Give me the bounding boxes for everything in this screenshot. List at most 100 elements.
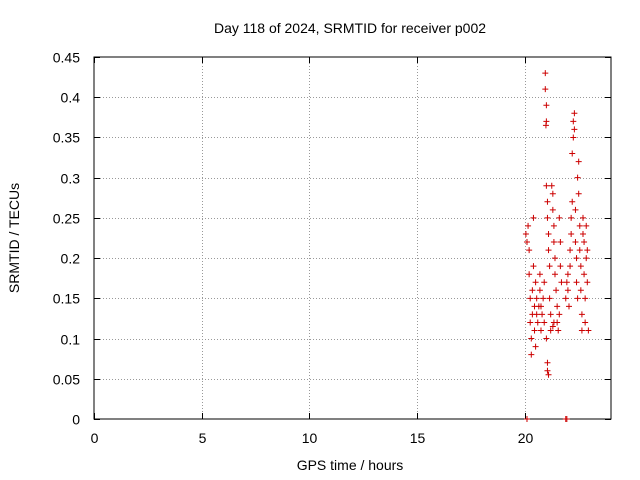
data-point — [570, 118, 577, 125]
data-point — [536, 287, 543, 294]
y-tick-label: 0.4 — [61, 90, 81, 106]
data-point — [537, 327, 544, 334]
data-point — [542, 86, 549, 93]
data-point — [564, 287, 571, 294]
data-point — [575, 158, 582, 165]
data-point — [545, 371, 552, 378]
data-point — [530, 263, 537, 270]
x-tick-label: 15 — [410, 430, 426, 446]
data-point — [525, 222, 532, 229]
grid-lines — [94, 57, 611, 419]
data-point — [562, 295, 569, 302]
data-point — [549, 190, 556, 197]
data-point — [582, 319, 589, 326]
data-point — [550, 319, 557, 326]
data-point — [549, 323, 556, 330]
data-point — [542, 70, 549, 77]
data-point — [526, 271, 533, 278]
data-point — [579, 214, 586, 221]
data-point — [523, 239, 530, 246]
data-point — [545, 230, 552, 237]
data-point — [558, 279, 565, 286]
data-point — [570, 134, 577, 141]
plot-frame — [93, 56, 612, 420]
data-point — [564, 271, 571, 278]
data-point — [530, 214, 537, 221]
data-point — [544, 198, 551, 205]
data-point — [567, 247, 574, 254]
data-point — [528, 335, 535, 342]
data-point — [584, 279, 591, 286]
data-point — [533, 311, 540, 318]
y-axis-label: SRMTID / TECUs — [6, 183, 22, 293]
data-point — [547, 327, 554, 334]
data-point — [557, 239, 564, 246]
data-point — [523, 416, 530, 422]
data-point — [540, 295, 547, 302]
data-point — [547, 311, 554, 318]
data-point — [569, 150, 576, 157]
data-point — [568, 214, 575, 221]
data-point — [576, 222, 583, 229]
data-point — [583, 255, 590, 262]
data-point — [578, 311, 585, 318]
y-tick-label: 0.2 — [61, 251, 81, 267]
data-point — [528, 351, 535, 358]
data-point — [583, 222, 590, 229]
data-point — [546, 263, 553, 270]
x-axis-label: GPS time / hours — [297, 457, 404, 473]
data-point — [529, 287, 536, 294]
data-point — [579, 230, 586, 237]
x-tick-label: 5 — [199, 430, 207, 446]
data-point — [573, 255, 580, 262]
data-point — [545, 247, 552, 254]
data-point — [533, 295, 540, 302]
data-point — [532, 279, 539, 286]
data-point — [582, 295, 589, 302]
data-point — [557, 263, 564, 270]
y-tick-label: 0.25 — [53, 211, 80, 227]
data-point — [568, 230, 575, 237]
data-point — [581, 239, 588, 246]
data-point — [546, 295, 553, 302]
y-axis: 0 0.05 0.1 0.15 0.2 0.25 0.3 0.35 0.4 0.45 — [53, 50, 611, 428]
data-point — [578, 327, 585, 334]
data-point — [567, 263, 574, 270]
data-point — [577, 263, 584, 270]
data-point — [576, 247, 583, 254]
x-tick-label: 10 — [302, 430, 318, 446]
data-point — [548, 182, 555, 189]
data-point — [544, 367, 551, 374]
data-point — [573, 279, 580, 286]
data-point — [565, 303, 572, 310]
y-tick-label: 0.05 — [53, 372, 80, 388]
data-point — [551, 271, 558, 278]
data-point — [542, 122, 549, 129]
data-point — [527, 319, 534, 326]
data-point — [551, 255, 558, 262]
data-point — [554, 303, 561, 310]
data-point — [537, 303, 544, 310]
data-points — [522, 70, 592, 422]
data-point — [563, 416, 570, 422]
x-axis: 0 5 10 15 20 — [91, 57, 533, 446]
data-point — [549, 206, 556, 213]
data-point — [556, 214, 563, 221]
data-point — [539, 311, 546, 318]
data-point — [569, 198, 576, 205]
data-point — [522, 230, 529, 237]
data-point — [577, 287, 584, 294]
data-point — [543, 182, 550, 189]
data-point — [584, 247, 591, 254]
data-point — [544, 214, 551, 221]
data-point — [555, 327, 562, 334]
y-tick-label: 0.35 — [53, 130, 80, 146]
data-point — [544, 359, 551, 366]
y-tick-label: 0 — [72, 412, 80, 428]
data-point — [556, 311, 563, 318]
data-point — [571, 110, 578, 117]
chart-title: Day 118 of 2024, SRMTID for receiver p00… — [214, 20, 486, 36]
data-point — [550, 222, 557, 229]
data-point — [574, 174, 581, 181]
